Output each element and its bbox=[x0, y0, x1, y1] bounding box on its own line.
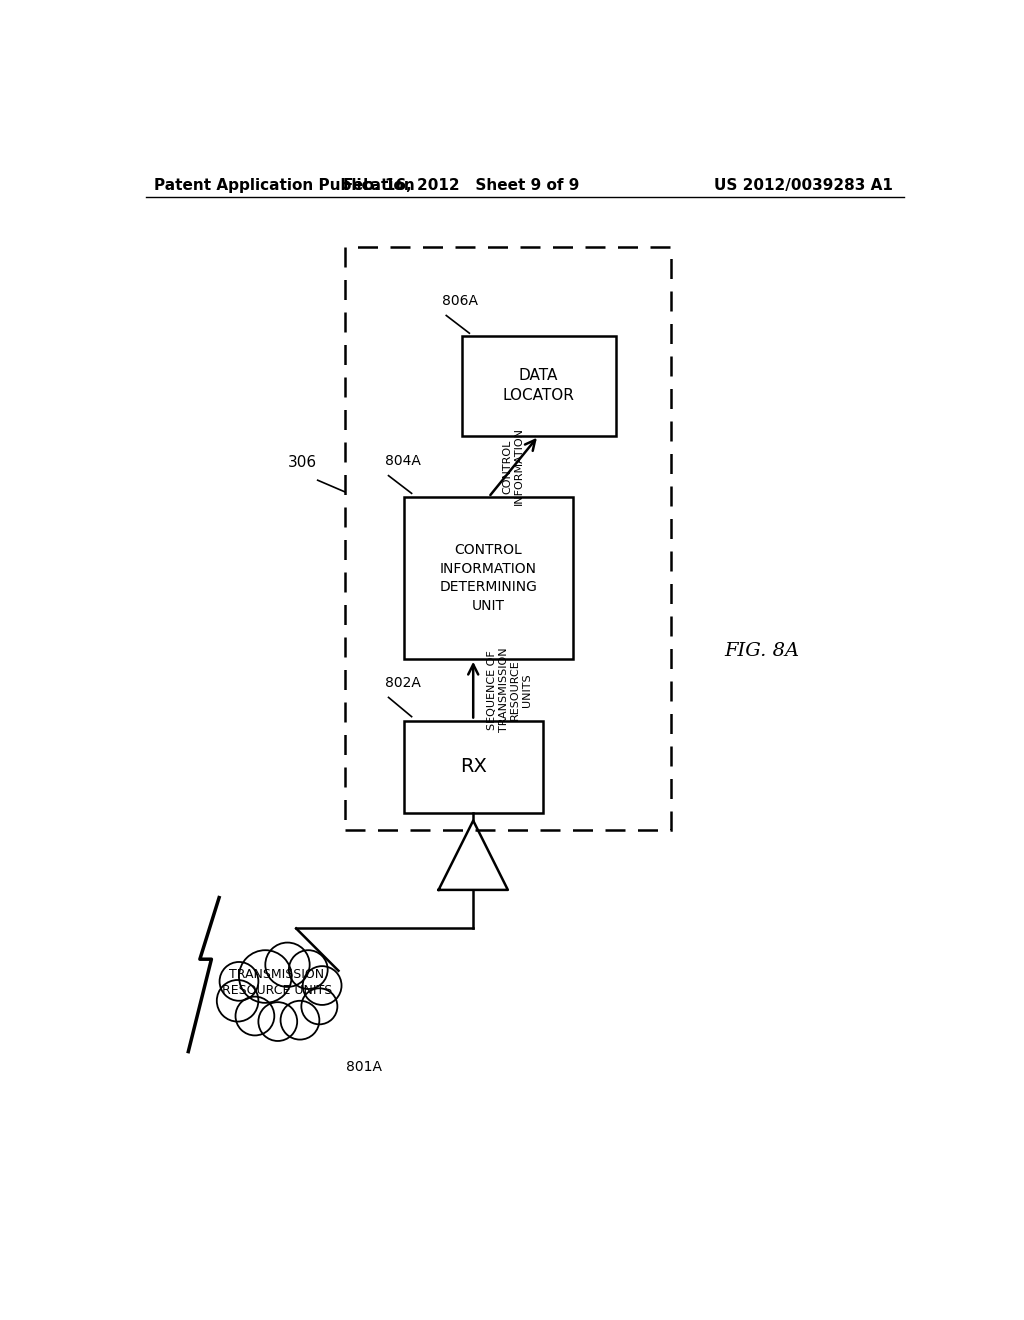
Text: DATA
LOCATOR: DATA LOCATOR bbox=[503, 368, 574, 403]
Circle shape bbox=[301, 989, 337, 1024]
Circle shape bbox=[303, 966, 342, 1005]
Bar bbox=[403, 721, 543, 813]
Text: CONTROL
INFORMATION
DETERMINING
UNIT: CONTROL INFORMATION DETERMINING UNIT bbox=[439, 544, 538, 612]
Text: FIG. 8A: FIG. 8A bbox=[724, 643, 800, 660]
Text: Feb. 16, 2012   Sheet 9 of 9: Feb. 16, 2012 Sheet 9 of 9 bbox=[343, 178, 580, 193]
Circle shape bbox=[265, 942, 309, 987]
Text: RX: RX bbox=[460, 758, 486, 776]
Bar bbox=[345, 247, 671, 830]
Circle shape bbox=[236, 997, 274, 1035]
Text: 802A: 802A bbox=[385, 676, 421, 689]
Text: Patent Application Publication: Patent Application Publication bbox=[154, 178, 415, 193]
Text: 806A: 806A bbox=[442, 294, 478, 308]
Text: SEQUENCE OF
TRANSMISSION
RESOURCE
UNITS: SEQUENCE OF TRANSMISSION RESOURCE UNITS bbox=[487, 647, 531, 733]
Circle shape bbox=[219, 962, 258, 1001]
Text: CONTROL
INFORMATION: CONTROL INFORMATION bbox=[503, 428, 524, 506]
Text: 801A: 801A bbox=[346, 1060, 382, 1074]
Circle shape bbox=[239, 950, 292, 1003]
Text: 306: 306 bbox=[288, 455, 316, 470]
Circle shape bbox=[281, 1001, 319, 1040]
Text: TRANSMISSION
RESOURCE UNITS: TRANSMISSION RESOURCE UNITS bbox=[222, 968, 332, 997]
Bar bbox=[462, 335, 615, 436]
Text: US 2012/0039283 A1: US 2012/0039283 A1 bbox=[714, 178, 893, 193]
Bar bbox=[403, 498, 573, 659]
Text: 804A: 804A bbox=[385, 454, 421, 469]
Circle shape bbox=[258, 1002, 297, 1041]
Circle shape bbox=[289, 950, 328, 989]
Circle shape bbox=[217, 979, 258, 1022]
